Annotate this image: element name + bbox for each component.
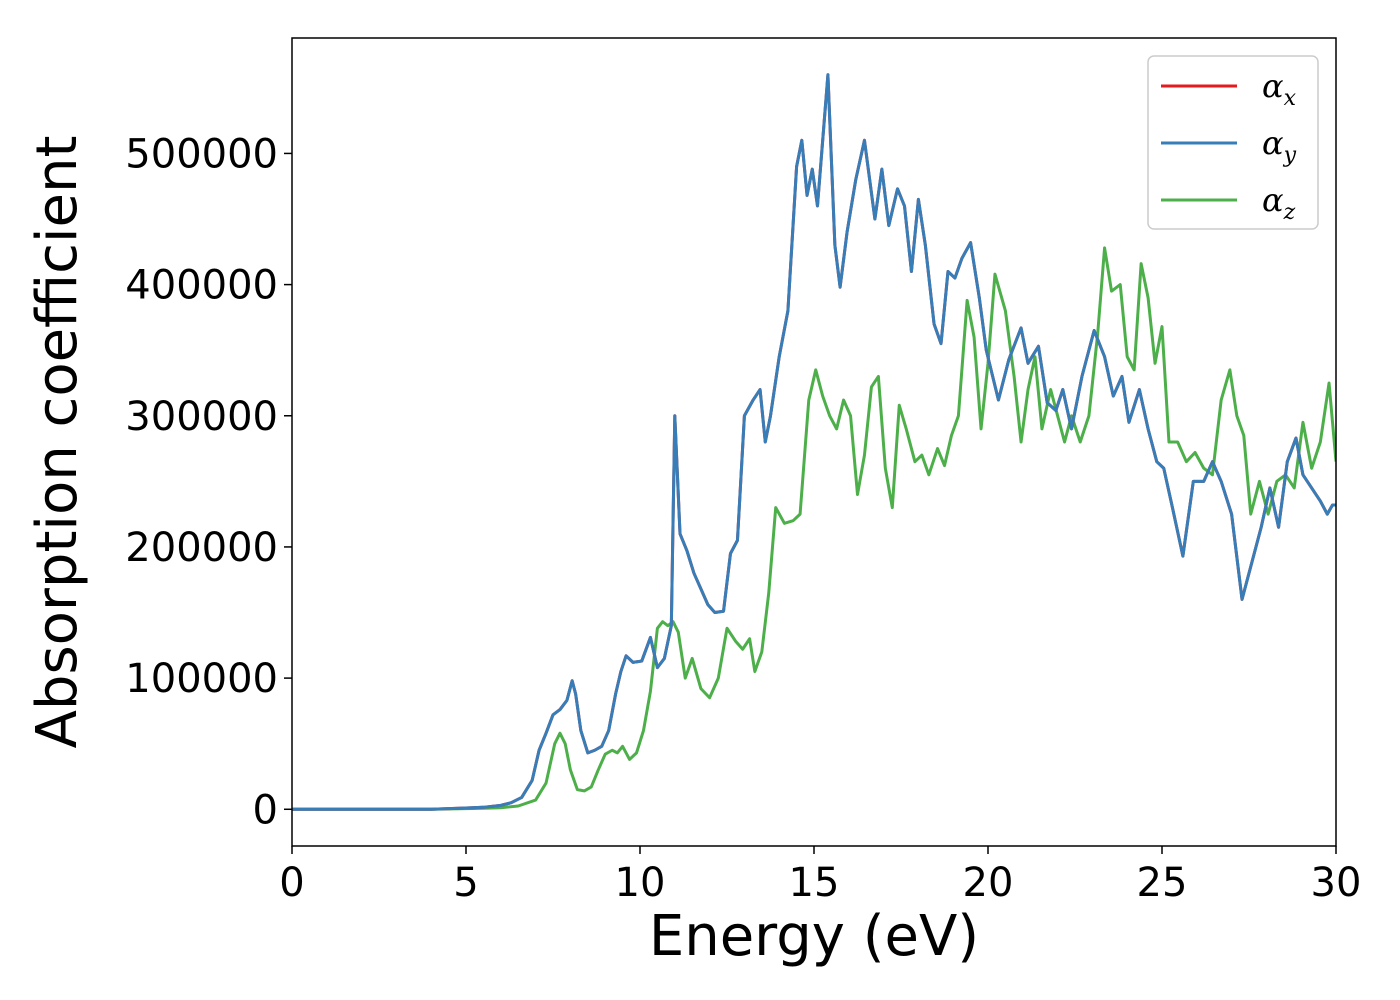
series-line-αy <box>292 73 1336 811</box>
x-tick-label: 15 <box>789 860 840 906</box>
y-tick-label: 400000 <box>125 263 278 309</box>
y-tick-label: 100000 <box>125 656 278 702</box>
series-line-αz <box>292 246 1336 811</box>
x-tick-label: 25 <box>1137 860 1188 906</box>
x-tick-label: 5 <box>453 860 478 906</box>
x-tick-label: 10 <box>615 860 666 906</box>
x-tick-label: 30 <box>1311 860 1362 906</box>
legend: αx αy αz <box>1147 55 1319 230</box>
y-tick-label: 200000 <box>125 525 278 571</box>
series-layer <box>292 73 1336 811</box>
legend-label: αx <box>1262 67 1297 111</box>
legend-label: αy <box>1262 124 1297 168</box>
y-tick-label: 0 <box>253 787 278 833</box>
x-tick-label: 20 <box>963 860 1014 906</box>
x-tick-label: 0 <box>279 860 304 906</box>
legend-label: αz <box>1262 181 1296 225</box>
y-tick-label: 500000 <box>125 131 278 177</box>
y-tick-label: 300000 <box>125 394 278 440</box>
x-axis-label: Energy (eV) <box>649 904 979 969</box>
y-axis-label: Absorption coefficient <box>25 136 90 749</box>
axes-layer: 0 5 10 15 20 25 30 0 100000 200000 300000 400000 500… <box>125 131 1361 906</box>
